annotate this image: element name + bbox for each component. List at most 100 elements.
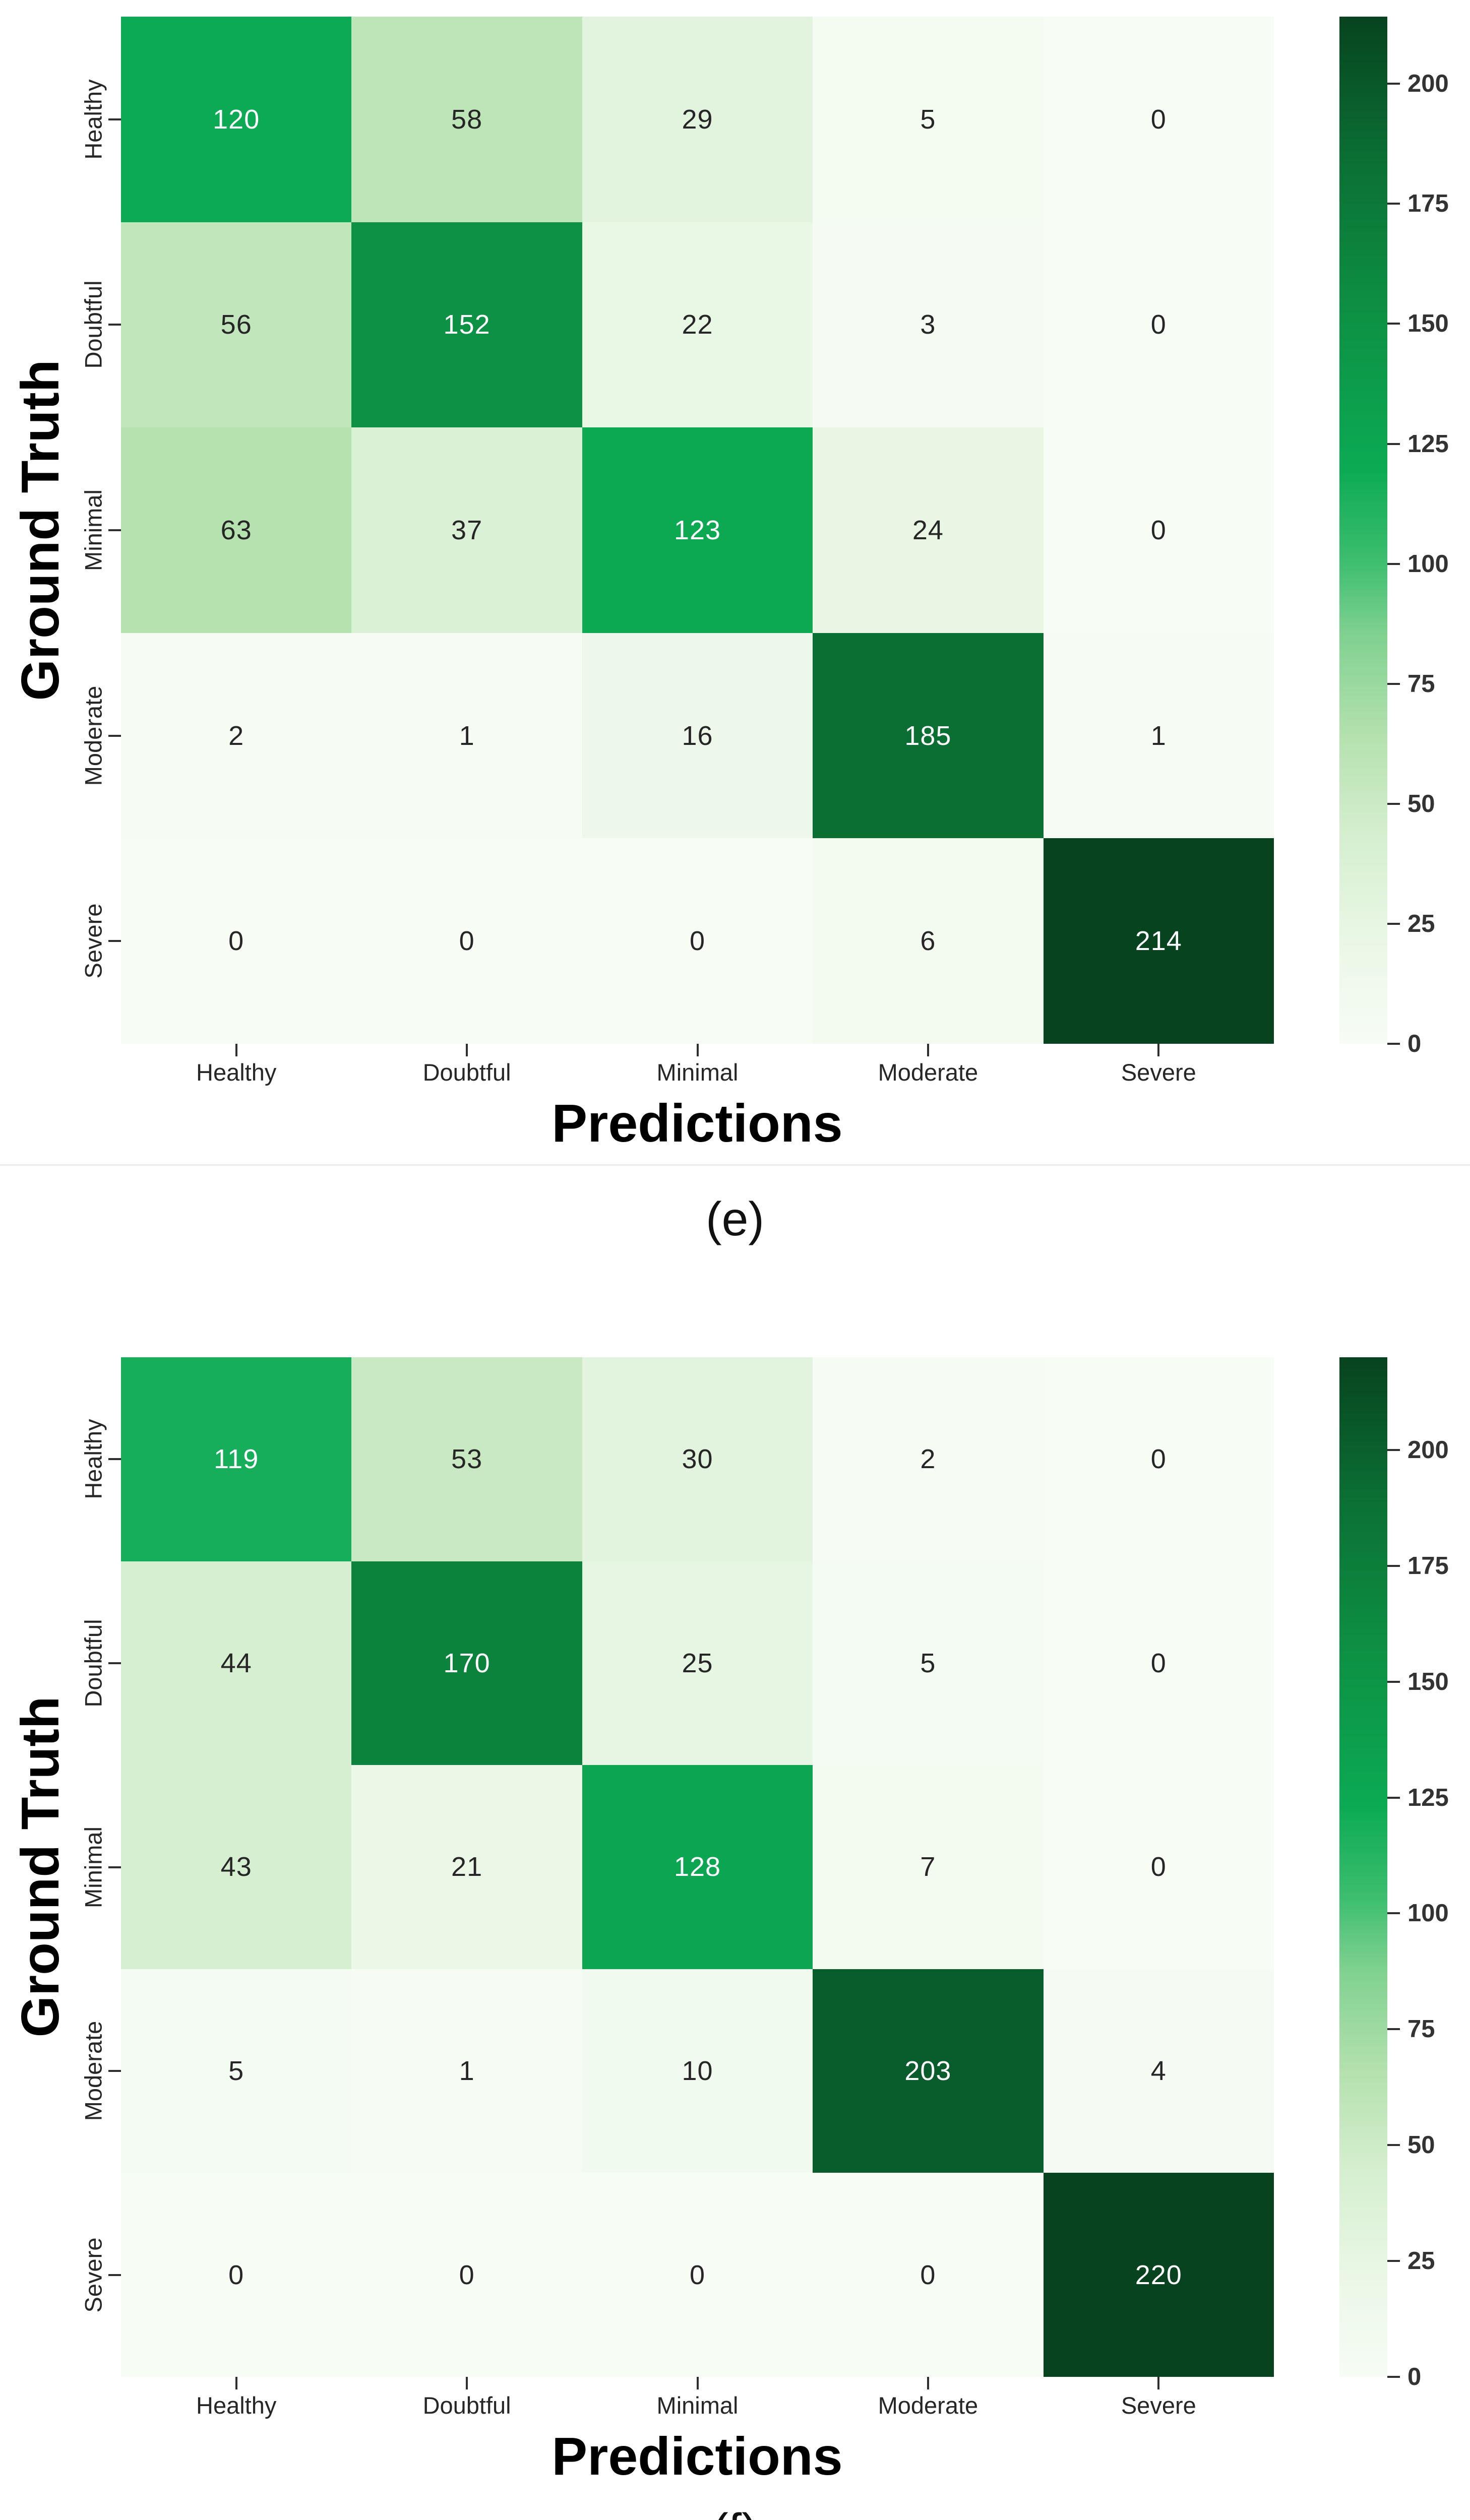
cell-value: 0 (459, 2259, 475, 2290)
heatmap-cell: 22 (582, 222, 813, 428)
heatmap-cell: 5 (121, 1969, 352, 2173)
x-axis-tick (696, 2377, 699, 2389)
cell-value: 152 (443, 309, 491, 340)
heatmap-cell: 37 (351, 427, 582, 633)
x-tick-label: Doubtful (422, 1059, 511, 1086)
colorbar-tick-label: 25 (1407, 2247, 1435, 2275)
x-axis-title: Predictions (552, 1094, 843, 1153)
figure-caption-f: (f) (712, 2507, 758, 2520)
heatmap-cell: 5 (813, 17, 1044, 222)
heatmap-cell: 203 (813, 1969, 1044, 2173)
cell-value: 1 (459, 720, 475, 751)
heatmap-cell: 119 (121, 1357, 352, 1561)
heatmap-cell: 10 (582, 1969, 813, 2173)
colorbar-tick (1387, 2376, 1400, 2378)
colorbar-tick (1387, 682, 1400, 685)
colorbar-tick-label: 200 (1407, 1436, 1449, 1464)
colorbar-tick (1387, 1448, 1400, 1451)
cell-value: 10 (682, 2056, 713, 2087)
colorbar-tick (1387, 562, 1400, 565)
cell-value: 3 (920, 309, 936, 340)
cell-value: 22 (682, 309, 713, 340)
heatmap-cell: 44 (121, 1561, 352, 1766)
x-tick-label: Severe (1121, 2392, 1196, 2419)
colorbar-tick-label: 200 (1407, 70, 1449, 98)
colorbar-tick-label: 50 (1407, 2131, 1435, 2159)
colorbar-tick-label: 50 (1407, 790, 1435, 817)
cell-value: 24 (912, 515, 944, 545)
cell-value: 37 (451, 515, 483, 545)
heatmap-cell: 2 (121, 633, 352, 839)
colorbar-tick-label: 175 (1407, 190, 1449, 218)
cell-value: 4 (1150, 2056, 1167, 2087)
heatmap-cell: 43 (121, 1765, 352, 1969)
colorbar-tick (1387, 2028, 1400, 2031)
x-tick-label: Moderate (878, 1059, 978, 1086)
heatmap-cell: 220 (1043, 2173, 1274, 2377)
heatmap-cell: 152 (351, 222, 582, 428)
heatmap-cell: 30 (582, 1357, 813, 1561)
cell-value: 2 (228, 720, 244, 751)
cell-value: 0 (228, 926, 244, 957)
y-tick-label: Moderate (80, 2021, 107, 2121)
colorbar-tick (1387, 2260, 1400, 2262)
heatmap-cell: 185 (813, 633, 1044, 839)
x-tick-label: Minimal (656, 2392, 739, 2419)
heatmap-cell: 0 (351, 838, 582, 1044)
cell-value: 5 (920, 104, 936, 135)
cell-value: 43 (220, 1852, 252, 1882)
heatmap-cell: 0 (1043, 1357, 1274, 1561)
colorbar-tick-label: 150 (1407, 310, 1449, 338)
confusion-matrix-figure-e: Ground Truth 120 58 29 5 0 56 152 22 3 0 63 37 123 24… (0, 0, 1470, 1245)
colorbar-tick-label: 0 (1407, 1030, 1422, 1057)
cell-value: 0 (459, 926, 475, 957)
x-tick-label: Doubtful (422, 2392, 511, 2419)
cell-value: 53 (451, 1444, 483, 1475)
y-axis-tick (108, 940, 121, 942)
y-axis-tick (108, 529, 121, 531)
x-axis-tick (235, 2377, 237, 2389)
cell-value: 1 (1150, 720, 1167, 751)
heatmap-cell: 0 (1043, 222, 1274, 428)
x-axis-tick (1157, 1044, 1160, 1056)
heatmap-cell: 0 (351, 2173, 582, 2377)
heatmap-cell: 56 (121, 222, 352, 428)
heatmap-cell: 0 (1043, 1561, 1274, 1766)
y-tick-label: Minimal (80, 1826, 107, 1908)
y-tick-label: Severe (80, 903, 107, 979)
y-axis-tick (108, 118, 121, 120)
colorbar-tick-label: 125 (1407, 430, 1449, 458)
y-axis-tick (108, 324, 121, 326)
cell-value: 0 (1150, 1648, 1167, 1678)
x-tick-label: Moderate (878, 2392, 978, 2419)
heatmap-cell: 7 (813, 1765, 1044, 1969)
cell-value: 0 (1150, 1852, 1167, 1882)
y-tick-label: Moderate (80, 685, 107, 786)
heatmap-cell: 25 (582, 1561, 813, 1766)
y-axis-tick (108, 734, 121, 737)
cell-value: 123 (673, 515, 721, 545)
heatmap-cell: 6 (813, 838, 1044, 1044)
colorbar-tick (1387, 922, 1400, 925)
cell-value: 63 (220, 515, 252, 545)
cell-value: 203 (904, 2056, 952, 2087)
colorbar-tick (1387, 323, 1400, 325)
x-tick-label: Healthy (196, 2392, 277, 2419)
y-axis-tick (108, 2070, 121, 2072)
cell-value: 1 (459, 2056, 475, 2087)
colorbar-tick (1387, 1043, 1400, 1045)
cell-value: 25 (682, 1648, 713, 1678)
heatmap-cell: 170 (351, 1561, 582, 1766)
colorbar-tick (1387, 802, 1400, 805)
cell-value: 0 (228, 2259, 244, 2290)
x-tick-label: Minimal (656, 1059, 739, 1086)
colorbar-tick (1387, 1564, 1400, 1567)
heatmap-cell: 0 (582, 2173, 813, 2377)
y-axis-tick (108, 1866, 121, 1868)
heatmap-cell: 53 (351, 1357, 582, 1561)
cell-value: 0 (1150, 515, 1167, 545)
heatmap-cell: 1 (351, 633, 582, 839)
cell-value: 120 (213, 104, 260, 135)
y-tick-label: Healthy (80, 79, 107, 160)
colorbar-tick-label: 100 (1407, 550, 1449, 578)
